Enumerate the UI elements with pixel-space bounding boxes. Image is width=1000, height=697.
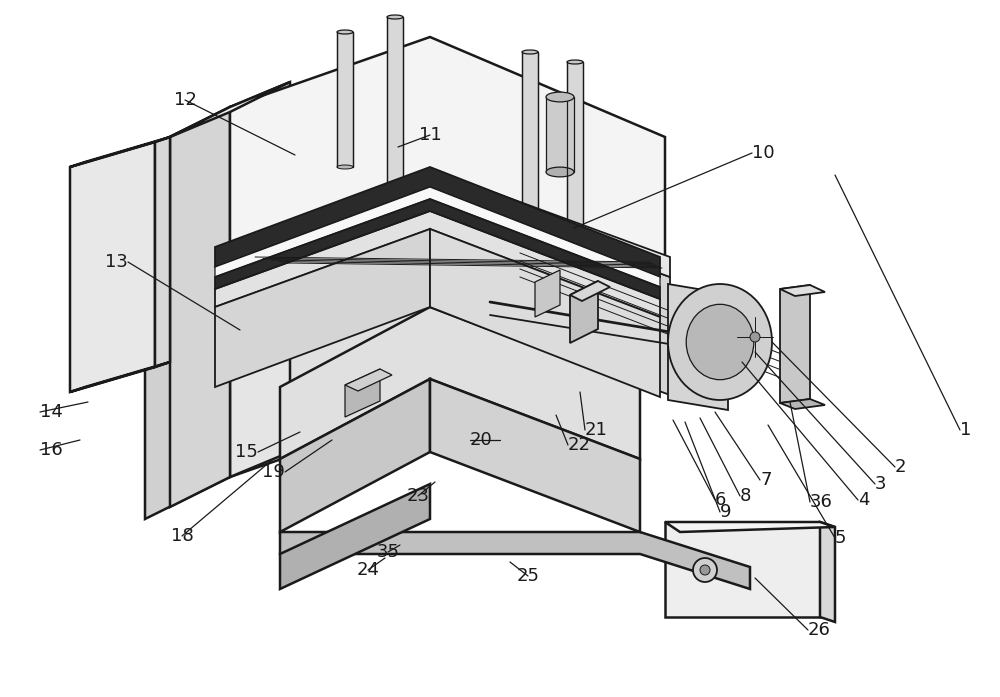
Polygon shape (345, 369, 380, 417)
Circle shape (693, 558, 717, 582)
Text: 2: 2 (895, 458, 906, 476)
Text: 18: 18 (171, 527, 193, 545)
Text: 23: 23 (406, 487, 430, 505)
Ellipse shape (522, 220, 538, 224)
Polygon shape (70, 362, 170, 392)
Ellipse shape (567, 60, 583, 64)
Text: 25: 25 (516, 567, 540, 585)
Polygon shape (230, 169, 670, 277)
Polygon shape (345, 369, 392, 391)
Text: 4: 4 (858, 491, 870, 509)
Polygon shape (546, 97, 574, 172)
Polygon shape (430, 229, 660, 397)
Text: 1: 1 (960, 421, 971, 439)
Polygon shape (522, 52, 538, 222)
Ellipse shape (337, 165, 353, 169)
Text: 16: 16 (40, 441, 63, 459)
Circle shape (700, 565, 710, 575)
Polygon shape (70, 137, 170, 167)
Text: 13: 13 (105, 253, 128, 271)
Text: 7: 7 (760, 471, 772, 489)
Polygon shape (280, 379, 430, 532)
Text: 24: 24 (356, 561, 380, 579)
Circle shape (750, 332, 760, 342)
Text: 14: 14 (40, 403, 63, 421)
Polygon shape (665, 522, 835, 532)
Text: 8: 8 (740, 487, 751, 505)
Polygon shape (430, 189, 670, 395)
Polygon shape (215, 167, 660, 277)
Text: 6: 6 (715, 491, 726, 509)
Ellipse shape (567, 240, 583, 244)
Polygon shape (230, 37, 665, 307)
Polygon shape (780, 399, 825, 409)
Polygon shape (668, 284, 728, 410)
Ellipse shape (337, 30, 353, 34)
Polygon shape (170, 82, 290, 137)
Polygon shape (535, 270, 560, 317)
Text: 3: 3 (875, 475, 887, 493)
Polygon shape (155, 137, 170, 367)
Text: 22: 22 (568, 436, 591, 454)
Text: 12: 12 (174, 91, 196, 109)
Polygon shape (280, 532, 750, 589)
Text: 11: 11 (419, 126, 441, 144)
Text: 9: 9 (720, 503, 732, 521)
Text: 35: 35 (376, 543, 400, 561)
Polygon shape (337, 32, 353, 167)
Text: 20: 20 (470, 431, 493, 449)
Polygon shape (145, 307, 230, 519)
Polygon shape (230, 82, 290, 477)
Text: 26: 26 (808, 621, 831, 639)
Polygon shape (665, 522, 820, 617)
Ellipse shape (686, 305, 754, 380)
Text: 15: 15 (235, 443, 258, 461)
Polygon shape (70, 142, 155, 392)
Polygon shape (570, 281, 610, 301)
Polygon shape (570, 281, 598, 343)
Polygon shape (430, 379, 640, 532)
Text: 19: 19 (262, 463, 285, 481)
Polygon shape (280, 307, 640, 459)
Polygon shape (567, 62, 583, 242)
Ellipse shape (668, 284, 772, 400)
Polygon shape (215, 199, 660, 299)
Polygon shape (230, 237, 430, 477)
Text: 21: 21 (585, 421, 608, 439)
Ellipse shape (387, 15, 403, 19)
Polygon shape (387, 17, 403, 207)
Polygon shape (280, 484, 430, 589)
Polygon shape (215, 187, 660, 287)
Ellipse shape (387, 205, 403, 209)
Ellipse shape (522, 50, 538, 54)
Ellipse shape (546, 167, 574, 177)
Polygon shape (215, 211, 660, 317)
Text: 36: 36 (810, 493, 833, 511)
Polygon shape (820, 522, 835, 622)
Polygon shape (215, 229, 430, 387)
Polygon shape (170, 107, 230, 507)
Ellipse shape (546, 92, 574, 102)
Polygon shape (145, 107, 230, 349)
Text: 10: 10 (752, 144, 775, 162)
Polygon shape (780, 285, 825, 296)
Text: 5: 5 (835, 529, 846, 547)
Polygon shape (780, 285, 810, 403)
